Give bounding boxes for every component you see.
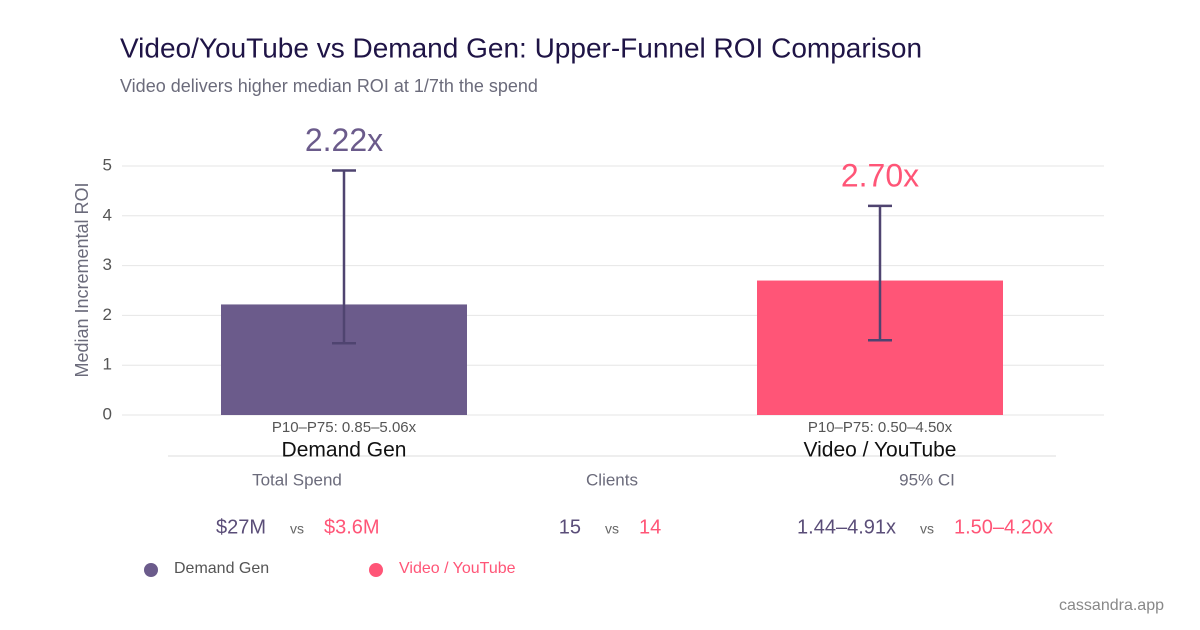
y-tick-label: 3 — [103, 255, 112, 274]
stat-right: 1.50–4.20x — [954, 516, 1053, 538]
stat-label: Total Spend — [252, 470, 342, 489]
y-tick-label: 4 — [103, 205, 112, 224]
stat-vs: vs — [920, 521, 934, 537]
error-bar — [868, 204, 892, 342]
legend-label: Demand Gen — [174, 560, 269, 577]
y-axis-label: Median Incremental ROI — [72, 182, 92, 377]
stat-right: $3.6M — [324, 516, 380, 538]
stat-label: Clients — [586, 470, 638, 489]
x-tick-label: Video / YouTube — [804, 439, 957, 462]
annotation: P10–P75: 0.85–5.06x — [272, 419, 417, 436]
y-tick-label: 5 — [103, 155, 112, 174]
footer: cassandra.app — [1059, 597, 1164, 614]
value-label: 2.70x — [841, 157, 919, 193]
annotation: P10–P75: 0.50–4.50x — [808, 419, 953, 436]
chart-subtitle: Video delivers higher median ROI at 1/7t… — [120, 76, 538, 96]
y-tick-label: 1 — [103, 355, 112, 374]
y-tick-label: 0 — [103, 404, 112, 423]
legend-label: Video / YouTube — [399, 560, 516, 577]
legend-marker — [369, 563, 383, 577]
error-bar — [332, 169, 356, 345]
stat-left: 15 — [559, 516, 581, 538]
chart-title: Video/YouTube vs Demand Gen: Upper-Funne… — [120, 32, 922, 63]
value-label: 2.22x — [305, 122, 383, 158]
stat-left: 1.44–4.91x — [797, 516, 896, 538]
x-tick-label: Demand Gen — [282, 439, 407, 462]
stat-label: 95% CI — [899, 470, 955, 489]
y-tick-label: 2 — [103, 305, 112, 324]
legend-marker — [144, 563, 158, 577]
stat-vs: vs — [605, 521, 619, 537]
stat-right: 14 — [639, 516, 661, 538]
stat-left: $27M — [216, 516, 266, 538]
stat-vs: vs — [290, 521, 304, 537]
